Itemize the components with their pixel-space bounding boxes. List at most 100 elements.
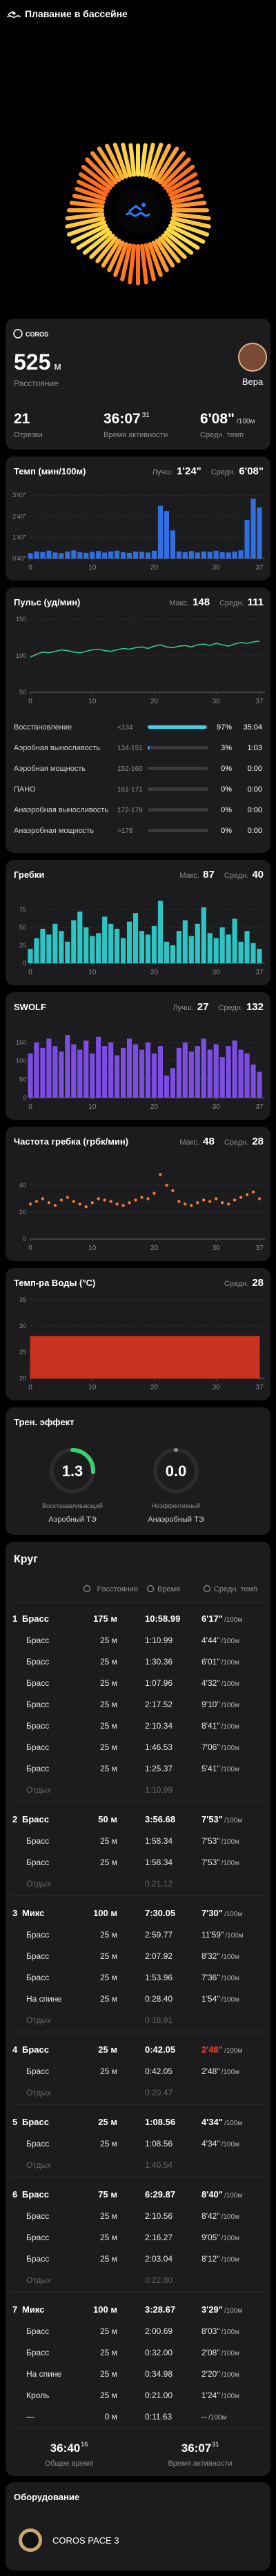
section-title: Круг [14, 1553, 38, 1565]
burst-ray [113, 242, 128, 277]
x-tick-label: 10 [88, 564, 97, 572]
bar [77, 1049, 83, 1098]
length-distance: 25 м [100, 1930, 117, 1940]
burst-ray [112, 142, 128, 179]
bar [59, 1051, 64, 1098]
bar [71, 1044, 77, 1098]
zone-bar-bg [148, 767, 208, 770]
burst-ray [128, 143, 137, 177]
chart-stats: Макс. 87 Средн. 40 [179, 869, 264, 881]
point [109, 1200, 112, 1203]
pace: 7'53"/100м [201, 1814, 242, 1824]
pace-value: 7'36" [201, 1973, 220, 1982]
chart-title: Темп (мин/100м) [14, 466, 86, 476]
length-time: 1:07.96 [145, 1678, 172, 1688]
zone-name: Аэробная выносливость [14, 744, 100, 752]
chart-title: Пульс (уд/мин) [14, 597, 80, 607]
burst-ray [90, 151, 118, 185]
zone-name: Анаэробная мощность [14, 827, 94, 835]
bar [139, 1049, 145, 1098]
lap-time: 0:42.05 [145, 2044, 175, 2055]
y-tick-label: 150 [16, 616, 26, 623]
zone-percent: 0% [221, 827, 232, 835]
stat-label: Макс. [179, 1138, 199, 1147]
y-tick-label: 100 [16, 652, 26, 659]
stat-value: 28 [252, 1136, 264, 1147]
x-tick-label: 30 [213, 969, 221, 976]
pace-value: 4'34" [201, 2117, 223, 2127]
length-style: Брасс [26, 1764, 49, 1773]
bar [182, 1042, 188, 1098]
bar [207, 552, 213, 559]
burst-ray [148, 242, 163, 277]
total-label: Общее время [45, 2459, 94, 2468]
pace-value: 4'44" [201, 1636, 220, 1645]
length-distance: 25 м [100, 1636, 117, 1645]
burst-ray [81, 164, 112, 190]
length-distance: 25 м [100, 1858, 117, 1867]
bar [34, 938, 39, 963]
bar [83, 927, 89, 963]
burst-ray [166, 172, 197, 194]
y-tick-label: 0 [23, 1094, 26, 1101]
pace-value: 8'12" [201, 2254, 220, 2264]
pace: 4'44"/100м [201, 1636, 239, 1645]
point [97, 1197, 100, 1200]
effect-status: Восстанавливающий [42, 1502, 103, 1509]
swim-icon [141, 203, 146, 207]
column-header: Время [157, 1585, 180, 1593]
column-icon [83, 1584, 91, 1593]
pace: 4'34"/100м [201, 2117, 242, 2127]
pace-value: 7'53" [201, 1836, 220, 1846]
stat-value: 111 [248, 596, 264, 608]
bar [90, 936, 95, 963]
column-icon [203, 1584, 211, 1593]
bar [71, 550, 77, 559]
length-distance: 25 м [100, 2254, 117, 2264]
point [90, 1201, 94, 1205]
distance-unit: м [54, 361, 61, 372]
zone-percent: 0% [221, 806, 232, 814]
bar [77, 912, 83, 963]
zone-percent: 0% [221, 785, 232, 794]
zone-time: 0:00 [248, 765, 262, 773]
bar [132, 551, 139, 559]
x-tick-label: 10 [88, 969, 97, 976]
pace: 7'53"/100м [201, 1858, 239, 1867]
pace-unit: /100м [221, 2371, 239, 2379]
x-tick-label: 0 [28, 969, 32, 976]
y-tick-label: 25 [19, 942, 26, 949]
zone-range: <134 [117, 724, 133, 732]
burst-ray [77, 179, 108, 197]
length-style: Брасс [26, 2139, 49, 2149]
pace-unit: /100м [224, 2120, 242, 2127]
bar [226, 552, 231, 559]
zone-name: Восстановление [14, 723, 72, 732]
pace: 2'20"/100м [201, 2369, 239, 2379]
pace-value: -- [201, 2412, 207, 2422]
length-time: 0:11.63 [145, 2412, 172, 2422]
length-time: 1:58.34 [145, 1858, 172, 1867]
bar [139, 552, 145, 559]
length-time: 2:16.27 [145, 2233, 172, 2242]
bar [213, 550, 219, 559]
area [30, 1336, 260, 1379]
bar [176, 551, 181, 559]
point [171, 1189, 175, 1193]
bar [257, 1071, 262, 1098]
pace-unit: /100м [221, 1723, 239, 1731]
chart-stats: Средн. 28 [224, 1277, 264, 1289]
bar [46, 934, 52, 963]
total-value: 36:07 [181, 2442, 211, 2455]
lap-time: 3:56.68 [145, 1814, 175, 1824]
pace-value: 7'53" [201, 1858, 220, 1867]
pace: 7'06"/100м [201, 1742, 239, 1752]
burst-ray [151, 240, 169, 272]
point [140, 1196, 144, 1199]
chart-title: Темп-ра Воды (°C) [14, 1278, 95, 1288]
point [103, 1198, 106, 1202]
x-tick-label: 10 [88, 698, 97, 705]
pace-value: 8'32" [201, 1951, 220, 1961]
bar [170, 1068, 175, 1098]
